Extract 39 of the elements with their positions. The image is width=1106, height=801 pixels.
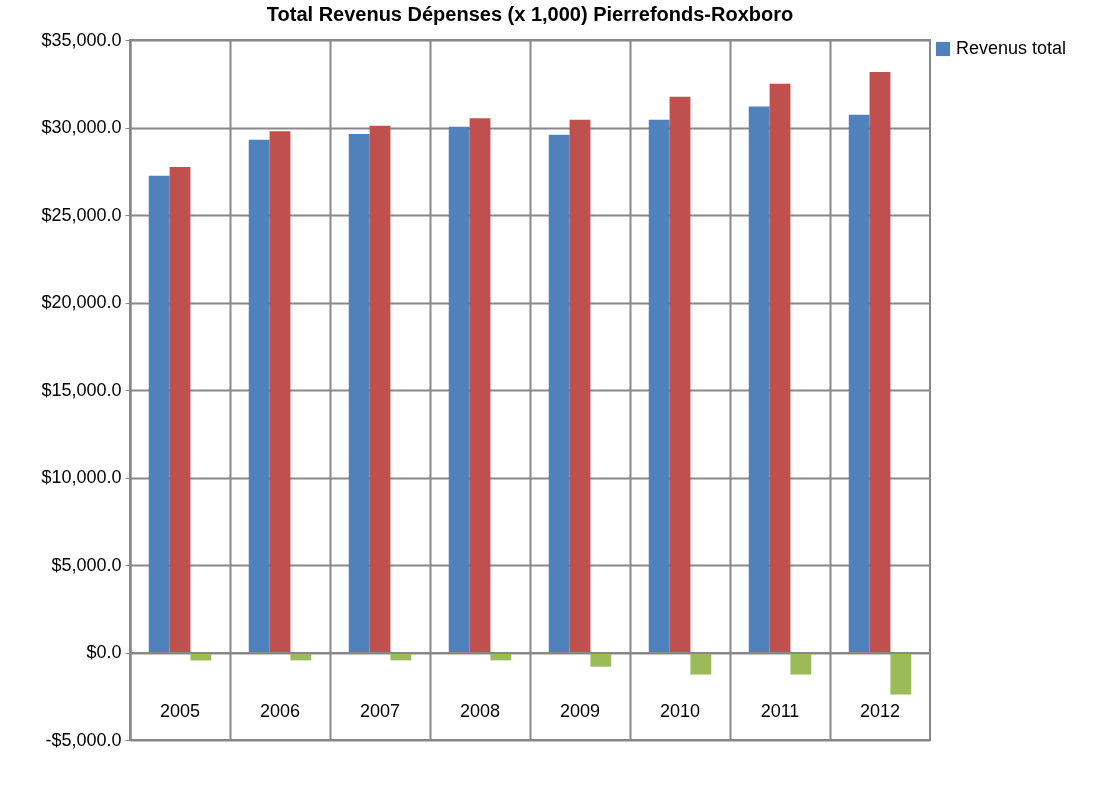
bar	[569, 119, 591, 653]
x-tick-label: 2007	[359, 701, 401, 721]
y-tick-label: $30,000.0	[41, 117, 122, 137]
bar	[748, 106, 770, 653]
bar	[690, 652, 712, 675]
bar	[448, 126, 470, 653]
bar	[469, 118, 491, 653]
x-tick-label: 2005	[159, 701, 201, 721]
bar	[848, 114, 870, 653]
bar	[648, 119, 670, 653]
bar	[269, 131, 291, 653]
bar	[769, 83, 791, 653]
bar	[548, 134, 570, 653]
x-tick-label: 2010	[659, 701, 701, 721]
x-tick-label: 2011	[760, 701, 800, 721]
bar	[369, 125, 391, 653]
y-tick-label: $20,000.0	[41, 292, 122, 312]
bar	[169, 166, 191, 653]
x-tick-label: 2006	[259, 701, 301, 721]
x-tick-label: 2009	[559, 701, 601, 721]
bar	[348, 133, 370, 653]
chart-title: Total Revenus Dépenses (x 1,000) Pierrefonds-Roxboro	[266, 3, 794, 25]
y-tick-label: $5,000.0	[51, 554, 122, 575]
bar	[869, 72, 891, 653]
y-tick-label: $15,000.0	[41, 379, 122, 400]
bar	[790, 652, 812, 675]
y-tick-label: $35,000.0	[41, 29, 122, 50]
x-tick-label: 2008	[459, 701, 501, 721]
bar	[148, 175, 170, 653]
bar	[590, 652, 612, 667]
y-tick-label: -$5,000.0	[45, 729, 122, 750]
x-tick-label: 2012	[859, 701, 901, 721]
y-tick-label: $10,000.0	[41, 467, 122, 487]
bar	[890, 652, 912, 695]
bar	[248, 139, 270, 653]
bar	[669, 96, 691, 653]
y-tick-label: $0.0	[86, 642, 122, 662]
legend-label: Revenus total	[956, 38, 1067, 58]
y-tick-label: $25,000.0	[41, 204, 122, 225]
